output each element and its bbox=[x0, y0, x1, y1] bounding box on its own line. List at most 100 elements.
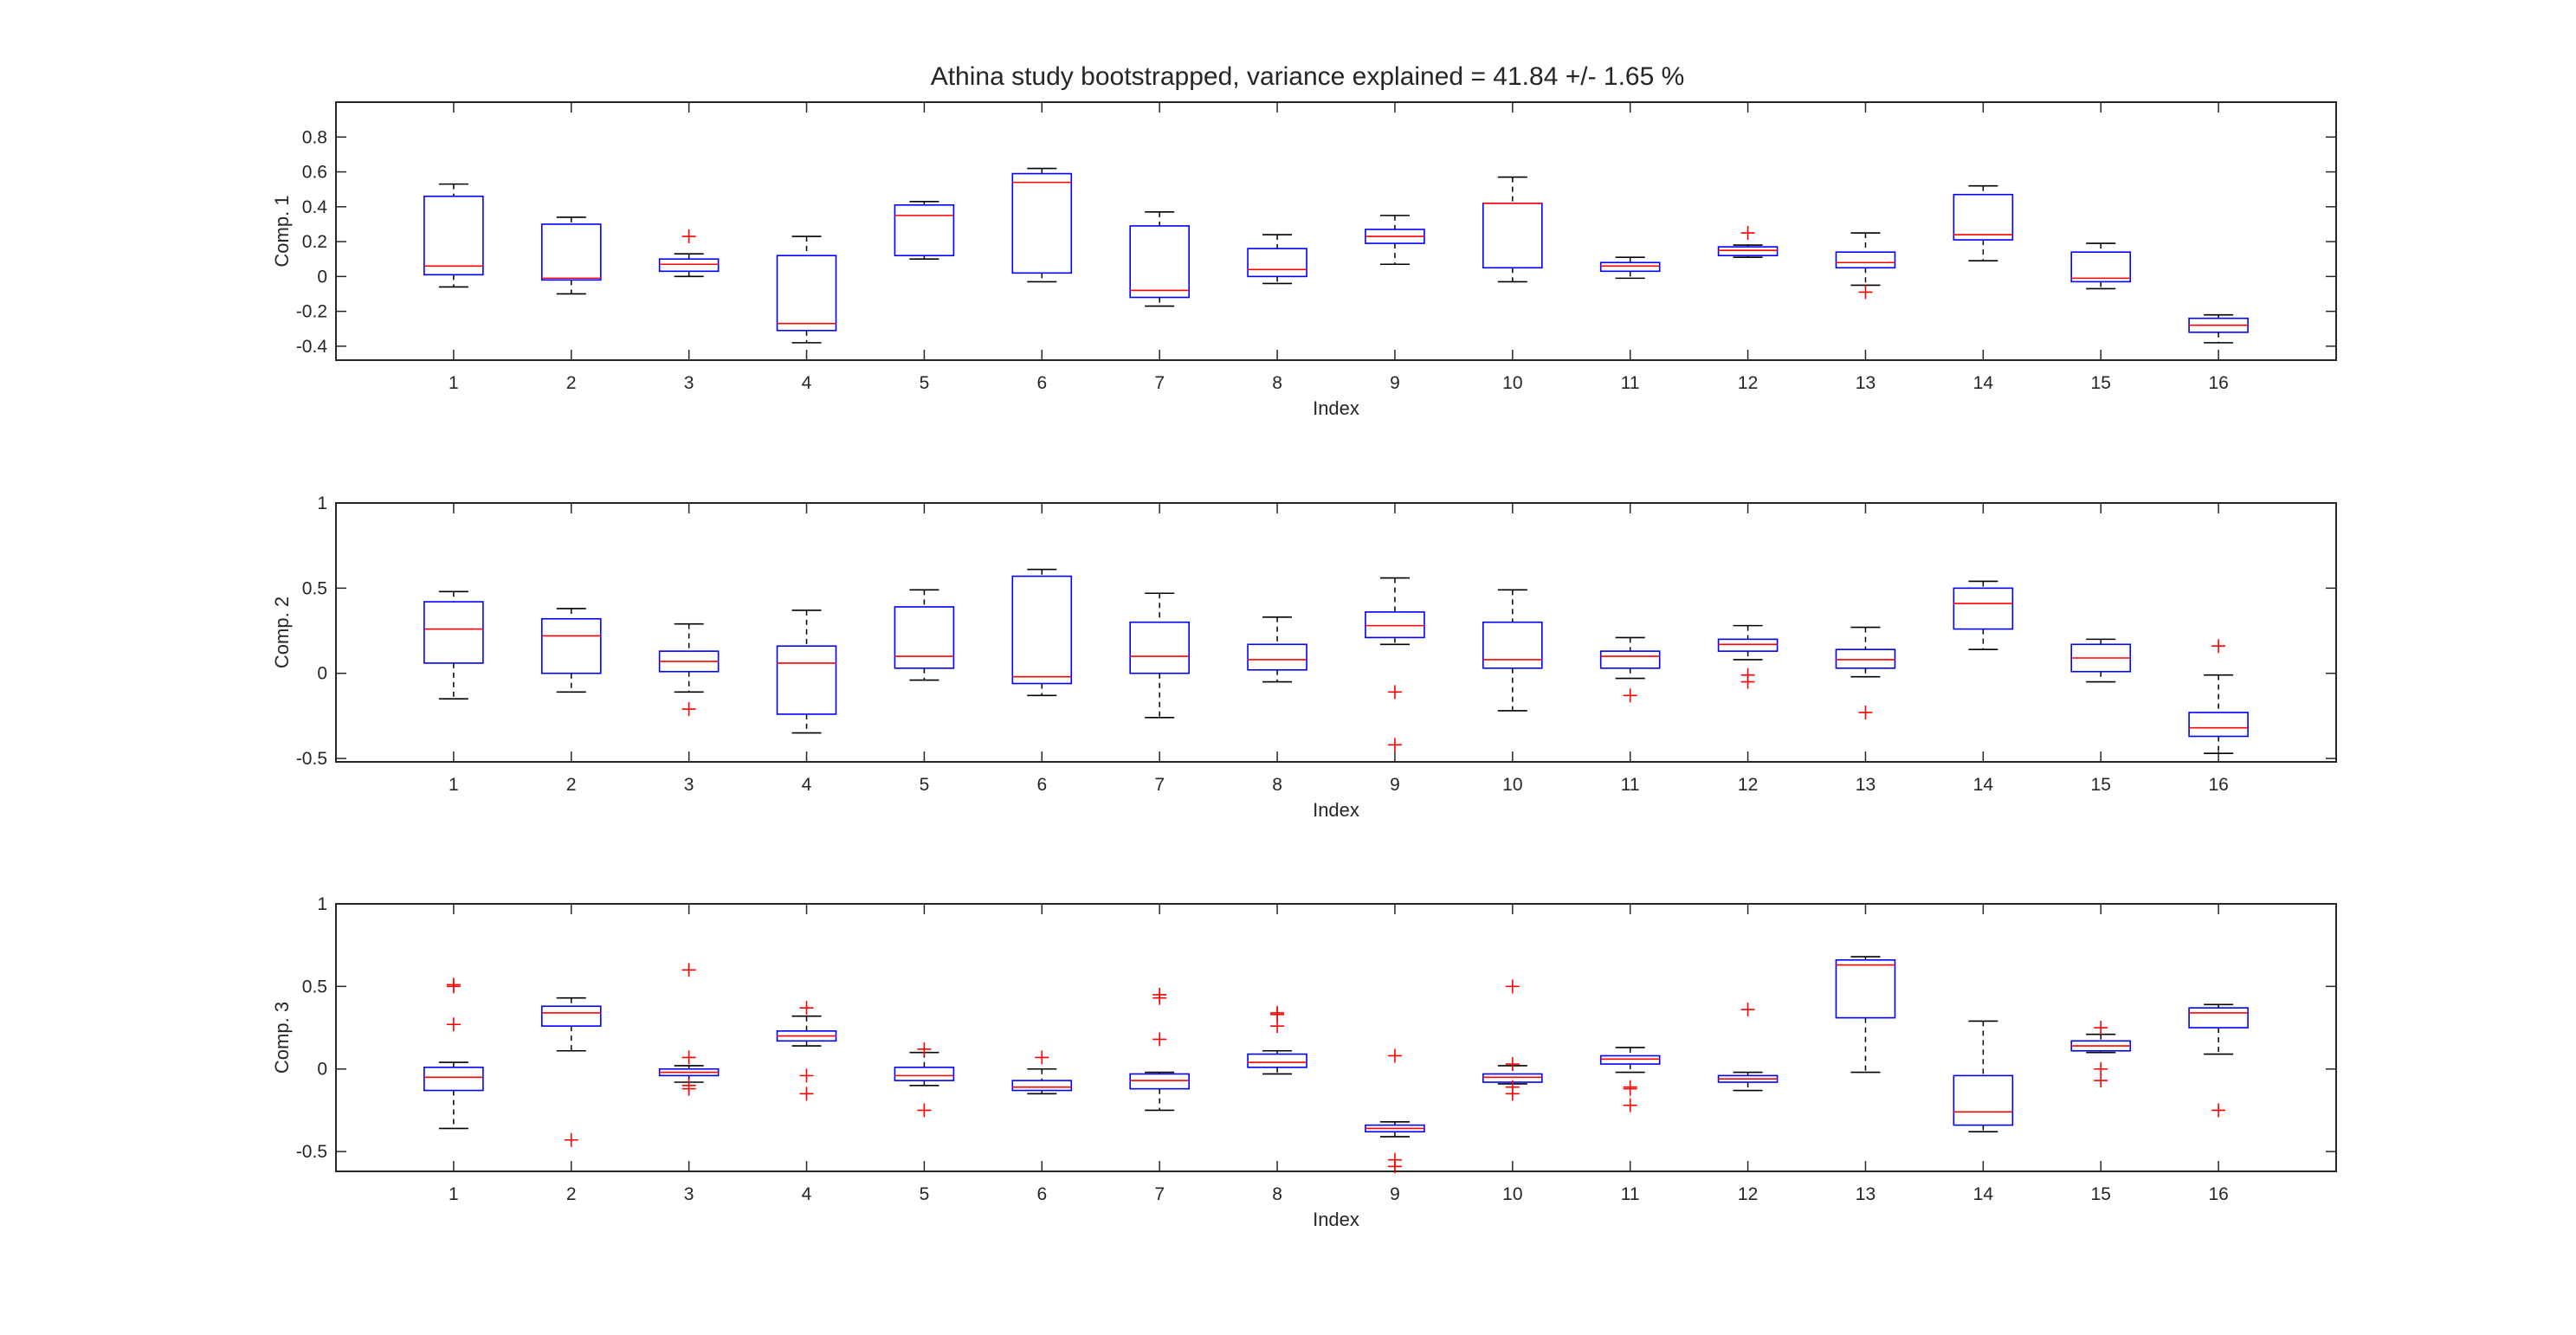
outlier-marker bbox=[799, 1001, 814, 1016]
x-tick-label: 6 bbox=[1036, 373, 1047, 393]
x-tick-label: 1 bbox=[449, 373, 459, 393]
box-6 bbox=[1011, 568, 1073, 697]
box-12 bbox=[1717, 624, 1779, 689]
x-tick-label: 4 bbox=[802, 1184, 812, 1204]
box-iqr bbox=[423, 195, 484, 276]
box-8 bbox=[1247, 616, 1307, 683]
outlier-marker bbox=[1152, 1032, 1167, 1047]
x-tick-label: 14 bbox=[1973, 1184, 1994, 1204]
x-tick-label: 8 bbox=[1272, 1184, 1282, 1204]
box-16 bbox=[2188, 639, 2249, 754]
box-iqr bbox=[1717, 246, 1779, 256]
y-tick-label: 0.8 bbox=[302, 127, 327, 147]
box-13 bbox=[1835, 956, 1896, 1074]
y-tick-label: 0 bbox=[317, 1060, 327, 1080]
outlier-marker bbox=[2094, 1074, 2108, 1088]
outlier-marker bbox=[446, 979, 461, 994]
outlier-marker bbox=[681, 1050, 696, 1065]
outlier-marker bbox=[1035, 1050, 1049, 1065]
box-2 bbox=[540, 216, 602, 295]
x-tick-label: 14 bbox=[1973, 373, 1994, 393]
outlier-marker bbox=[564, 1132, 578, 1147]
box-12 bbox=[1717, 1003, 1779, 1092]
outlier-marker bbox=[1740, 674, 1755, 689]
box-1 bbox=[423, 590, 484, 700]
box-iqr bbox=[1835, 959, 1896, 1019]
box-iqr bbox=[1129, 225, 1190, 299]
x-tick-label: 12 bbox=[1738, 373, 1758, 393]
x-tick-label: 8 bbox=[1272, 373, 1282, 393]
outlier-marker bbox=[681, 1081, 696, 1096]
box-11 bbox=[1599, 636, 1661, 703]
box-iqr bbox=[423, 1067, 484, 1092]
x-tick-label: 7 bbox=[1154, 373, 1165, 393]
subplot-2: -0.500.511 2 3 4 5 6 7 8 9 10 11 12 13 14 15 16IndexCom… bbox=[271, 493, 2337, 821]
box-iqr bbox=[1011, 1080, 1073, 1092]
box-iqr bbox=[1599, 261, 1661, 273]
box-11 bbox=[1599, 256, 1661, 280]
outlier-marker bbox=[1858, 705, 1873, 719]
outlier-marker bbox=[446, 1017, 461, 1032]
x-axis-label: Index bbox=[1313, 799, 1359, 821]
box-iqr bbox=[1365, 611, 1425, 639]
outlier-marker bbox=[2094, 1061, 2108, 1076]
figure-title: Athina study bootstrapped, variance expl… bbox=[931, 62, 1685, 91]
x-tick-label: 15 bbox=[2091, 775, 2111, 795]
axes-frame bbox=[335, 903, 2337, 1172]
box-iqr bbox=[1129, 1073, 1190, 1090]
box-iqr bbox=[658, 258, 720, 273]
y-axis-label: Comp. 1 bbox=[271, 195, 293, 267]
outlier-marker bbox=[2094, 1021, 2108, 1035]
box-16 bbox=[2188, 1003, 2249, 1118]
box-6 bbox=[1011, 1050, 1073, 1095]
x-tick-label: 8 bbox=[1272, 775, 1282, 795]
y-tick-label: -0.2 bbox=[296, 302, 327, 322]
box-4 bbox=[776, 235, 837, 344]
box-7 bbox=[1129, 592, 1190, 719]
box-iqr bbox=[1011, 575, 1073, 685]
box-15 bbox=[2070, 242, 2132, 290]
x-tick-label: 3 bbox=[684, 373, 694, 393]
box-4 bbox=[776, 1001, 837, 1101]
box-13 bbox=[1835, 626, 1896, 719]
outlier-marker bbox=[1623, 1081, 1637, 1096]
outlier-marker bbox=[1623, 1098, 1637, 1112]
y-tick-label: 0.6 bbox=[302, 163, 327, 183]
axes-frame bbox=[335, 502, 2337, 763]
x-tick-label: 9 bbox=[1390, 1184, 1400, 1204]
box-8 bbox=[1247, 234, 1307, 285]
box-10 bbox=[1482, 589, 1543, 712]
x-tick-label: 3 bbox=[684, 1184, 694, 1204]
box-iqr bbox=[894, 1067, 955, 1081]
x-tick-label: 2 bbox=[566, 775, 577, 795]
x-tick-label: 12 bbox=[1738, 1184, 1758, 1204]
box-iqr bbox=[1835, 251, 1896, 269]
box-iqr bbox=[1953, 1074, 2014, 1126]
x-tick-label: 11 bbox=[1621, 1184, 1640, 1204]
box-5 bbox=[894, 200, 955, 261]
y-axis-label: Comp. 2 bbox=[271, 597, 293, 668]
x-tick-label: 6 bbox=[1036, 775, 1047, 795]
outlier-marker bbox=[1270, 1019, 1285, 1034]
x-tick-label: 16 bbox=[2208, 373, 2228, 393]
box-6 bbox=[1011, 167, 1073, 283]
box-5 bbox=[894, 589, 955, 681]
box-9 bbox=[1365, 215, 1425, 266]
x-tick-label: 2 bbox=[566, 373, 577, 393]
outlier-marker bbox=[1387, 1048, 1402, 1063]
box-2 bbox=[540, 996, 602, 1147]
x-tick-label: 1 bbox=[449, 775, 459, 795]
outlier-marker bbox=[917, 1103, 932, 1118]
outlier-marker bbox=[1152, 990, 1167, 1005]
subplot-1: -0.4-0.200.20.40.60.81 2 3 4 5 6 7 8 9 10 11 12 13 14… bbox=[271, 101, 2337, 419]
x-tick-label: 15 bbox=[2091, 1184, 2111, 1204]
outlier-marker bbox=[681, 702, 696, 717]
box-5 bbox=[894, 1042, 955, 1118]
box-1 bbox=[423, 977, 484, 1130]
box-12 bbox=[1717, 226, 1779, 259]
outlier-marker bbox=[1740, 1003, 1755, 1017]
y-tick-label: 0.5 bbox=[302, 977, 327, 996]
box-iqr bbox=[540, 223, 602, 281]
box-14 bbox=[1953, 1020, 2014, 1133]
